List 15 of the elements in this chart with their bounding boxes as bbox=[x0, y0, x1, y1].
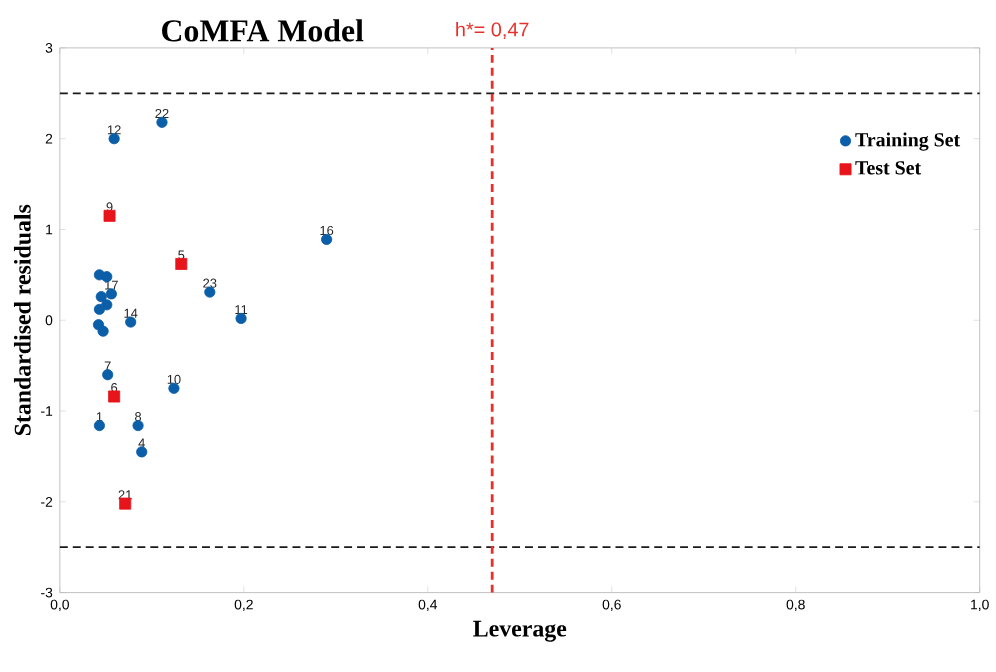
point bbox=[136, 446, 148, 458]
point bbox=[103, 209, 116, 222]
y-axis-title: Standardised residuals bbox=[13, 204, 31, 435]
ref-line-label: h*= 0,47 bbox=[456, 21, 529, 39]
point bbox=[132, 419, 144, 431]
legend-label: Test Set bbox=[855, 161, 922, 175]
point bbox=[102, 368, 114, 381]
point bbox=[95, 290, 107, 303]
legend-label: Training Set bbox=[855, 132, 961, 151]
chart-title: CoMFA Model bbox=[162, 18, 364, 42]
point bbox=[108, 390, 121, 403]
x-axis-title: Leverage bbox=[473, 620, 567, 642]
point bbox=[175, 257, 188, 270]
point bbox=[97, 325, 109, 337]
point bbox=[93, 303, 105, 315]
